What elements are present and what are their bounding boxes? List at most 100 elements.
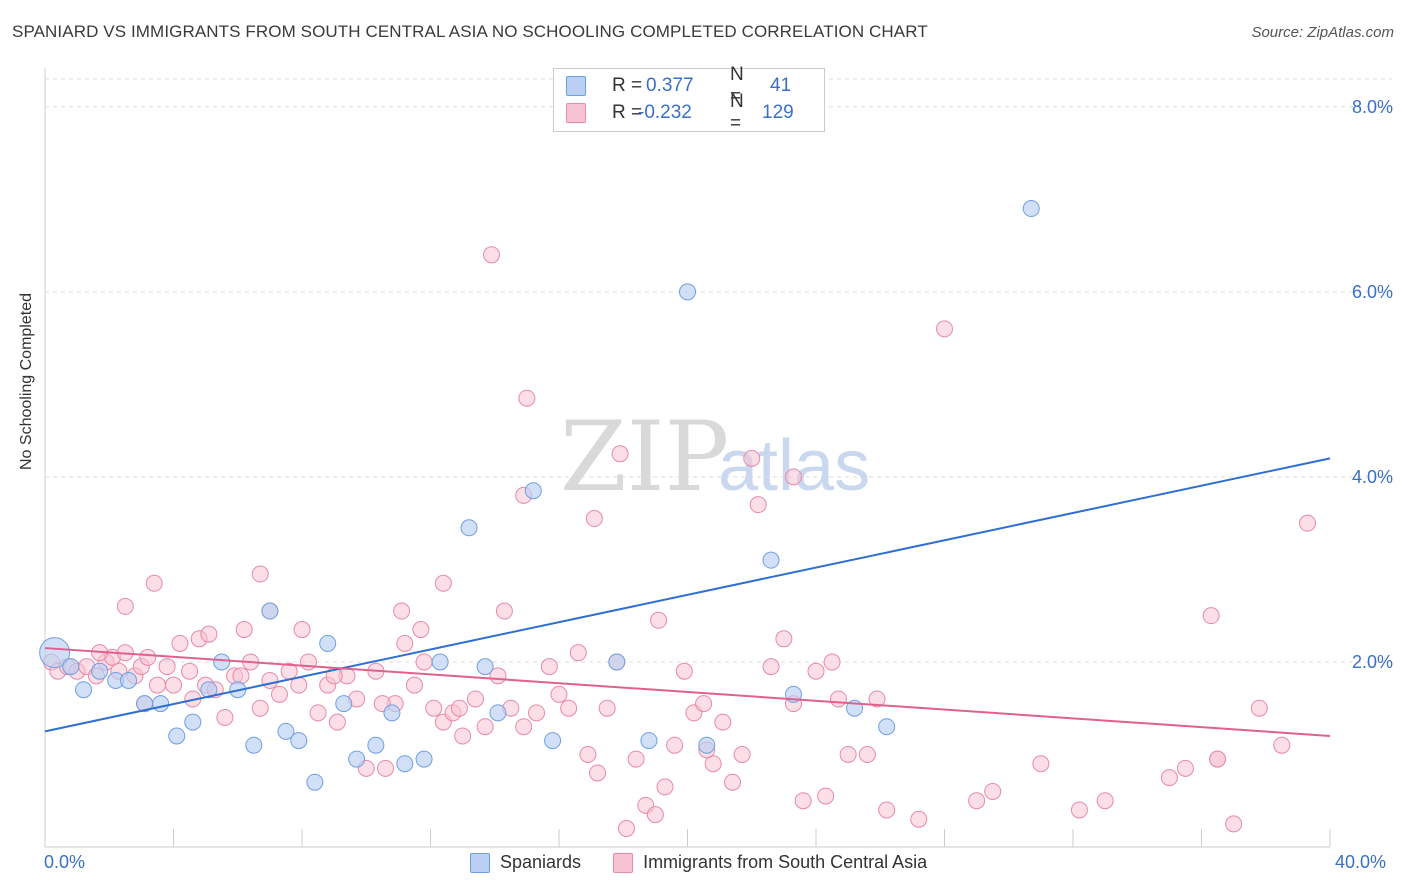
immigrants-point bbox=[216, 708, 234, 726]
legend-swatch-pink bbox=[613, 852, 634, 873]
spaniards-point bbox=[878, 718, 896, 736]
legend-n-value: 41 bbox=[770, 75, 792, 96]
immigrants-point bbox=[1202, 607, 1220, 625]
spaniards-point bbox=[489, 704, 507, 722]
immigrants-point bbox=[936, 320, 953, 338]
immigrants-point bbox=[377, 759, 395, 777]
series-legend: Spaniards Immigrants from South Central … bbox=[470, 852, 959, 873]
spaniards-point bbox=[62, 658, 80, 676]
immigrants-point bbox=[232, 667, 250, 685]
grid-lines bbox=[45, 78, 1392, 663]
spaniards-point bbox=[120, 671, 138, 689]
immigrants-point bbox=[235, 621, 253, 639]
immigrants-point bbox=[878, 801, 896, 819]
watermark-zip: ZIP bbox=[560, 401, 729, 513]
immigrants-point bbox=[749, 496, 767, 514]
immigrants-point bbox=[466, 690, 484, 708]
immigrants-point bbox=[181, 662, 199, 680]
immigrants-point bbox=[271, 685, 289, 703]
immigrants-point bbox=[611, 445, 629, 463]
immigrants-point bbox=[495, 602, 513, 620]
immigrants-point bbox=[550, 685, 568, 703]
y-tick-label: 4.0% bbox=[1352, 467, 1393, 487]
immigrants-point bbox=[412, 621, 430, 639]
spaniards-point bbox=[383, 704, 401, 722]
legend-item-spaniards[interactable]: Spaniards bbox=[470, 852, 581, 873]
spaniards-point bbox=[200, 681, 218, 699]
immigrants-point bbox=[261, 671, 279, 689]
spaniards-point bbox=[348, 750, 366, 768]
immigrants-point bbox=[251, 699, 269, 717]
spaniards-point bbox=[152, 695, 170, 713]
axes bbox=[44, 68, 1331, 848]
immigrants-point bbox=[617, 819, 635, 837]
immigrants-point bbox=[723, 773, 741, 791]
immigrants-point bbox=[1176, 759, 1194, 777]
immigrants-point bbox=[165, 676, 182, 694]
y-tick-label: 8.0% bbox=[1352, 97, 1393, 117]
trend-lines bbox=[44, 457, 1331, 737]
spaniards-point bbox=[319, 634, 337, 652]
immigrants-point bbox=[675, 662, 693, 680]
legend-swatch-blue bbox=[566, 76, 586, 96]
immigrants-point bbox=[415, 653, 433, 671]
immigrants-point bbox=[450, 699, 468, 717]
immigrants-point bbox=[785, 468, 803, 486]
immigrants-point bbox=[540, 658, 558, 676]
immigrants-point bbox=[200, 625, 218, 643]
immigrants-point bbox=[560, 699, 578, 717]
y-axis-title: No Schooling Completed bbox=[18, 293, 35, 470]
chart-title: SPANIARD VS IMMIGRANTS FROM SOUTH CENTRA… bbox=[12, 22, 928, 41]
immigrants-point bbox=[589, 764, 607, 782]
immigrants-point bbox=[158, 658, 176, 676]
source-label: Source: ZipAtlas.com bbox=[1251, 24, 1394, 41]
spaniards-point bbox=[679, 283, 696, 301]
legend-item-immigrants[interactable]: Immigrants from South Central Asia bbox=[613, 852, 927, 873]
immigrants-point bbox=[817, 787, 835, 805]
spaniards-point bbox=[213, 653, 231, 671]
immigrants-point bbox=[145, 574, 163, 592]
immigrants-point bbox=[656, 778, 674, 796]
immigrants-point bbox=[515, 718, 533, 736]
immigrants-point bbox=[328, 713, 346, 731]
x-tick-label-max: 40.0% bbox=[1335, 852, 1387, 872]
immigrants-point bbox=[148, 676, 166, 694]
immigrants-point bbox=[627, 750, 645, 768]
spaniards-point bbox=[460, 519, 478, 537]
immigrants-point bbox=[968, 792, 986, 810]
immigrants-point bbox=[1209, 750, 1227, 768]
spaniards-point bbox=[608, 653, 626, 671]
spaniards-point bbox=[335, 695, 353, 713]
legend-label-immigrants: Immigrants from South Central Asia bbox=[643, 852, 928, 872]
immigrants-point bbox=[483, 246, 501, 264]
immigrants-point bbox=[1299, 514, 1317, 532]
legend-n-value: 129 bbox=[762, 102, 794, 123]
legend-r-value: 0.377 bbox=[646, 75, 694, 96]
immigrants-point bbox=[569, 644, 587, 662]
immigrants-point bbox=[646, 806, 664, 824]
spaniards-point bbox=[762, 551, 780, 569]
spaniards-point bbox=[184, 713, 202, 731]
legend-n-label: N = bbox=[730, 91, 744, 134]
spaniards-point bbox=[245, 736, 263, 754]
x-tick-label-min: 0.0% bbox=[44, 852, 86, 872]
legend-swatch-blue bbox=[470, 852, 490, 873]
spaniards-point bbox=[698, 736, 716, 754]
spaniards-point bbox=[640, 732, 658, 750]
immigrants-point bbox=[579, 745, 597, 763]
immigrants-point bbox=[299, 653, 317, 671]
immigrants-point bbox=[251, 565, 269, 583]
immigrants-point bbox=[528, 704, 546, 722]
spaniards-point bbox=[544, 732, 562, 750]
spaniards-point bbox=[290, 732, 308, 750]
immigrants-point bbox=[1032, 755, 1050, 773]
immigrants-point bbox=[396, 634, 414, 652]
immigrants-point bbox=[425, 699, 443, 717]
immigrants-point bbox=[839, 745, 857, 763]
immigrants-point bbox=[393, 602, 411, 620]
spaniards-point bbox=[524, 482, 542, 500]
immigrants-point bbox=[775, 630, 793, 648]
spaniards-point bbox=[306, 773, 324, 791]
immigrants-point bbox=[405, 676, 423, 694]
